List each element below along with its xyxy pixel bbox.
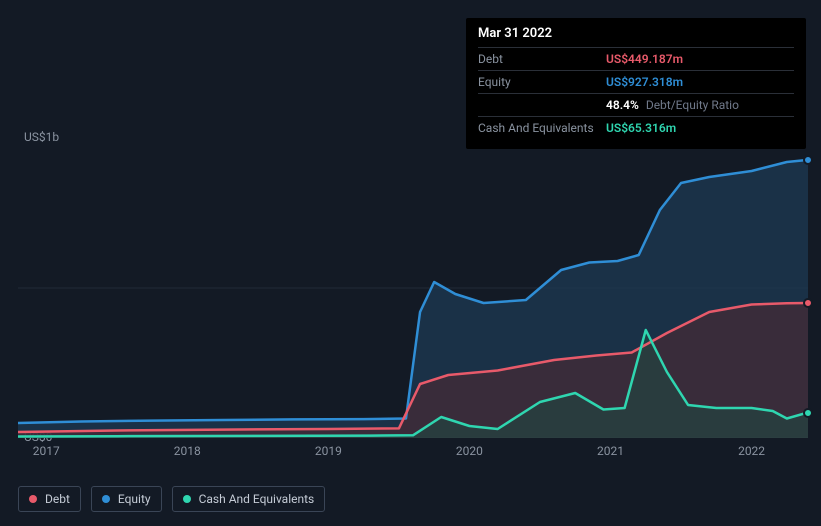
series-end-marker <box>803 155 813 165</box>
legend-dot-icon <box>183 495 191 503</box>
x-axis-label: 2019 <box>315 444 342 458</box>
series-end-marker <box>803 298 813 308</box>
x-axis-label: 2022 <box>738 444 765 458</box>
legend-dot-icon <box>29 495 37 503</box>
tooltip-extra: Debt/Equity Ratio <box>643 98 739 112</box>
x-axis-label: 2021 <box>597 444 624 458</box>
tooltip-row: EquityUS$927.318m <box>478 70 794 93</box>
chart-area: US$0US$1b 201720182019202020212022 <box>18 120 808 460</box>
chart-svg <box>18 138 808 438</box>
x-axis-label: 2017 <box>33 444 60 458</box>
tooltip-value: US$927.318m <box>606 75 683 89</box>
plot-region[interactable] <box>18 138 808 438</box>
legend-item-debt[interactable]: Debt <box>18 486 81 512</box>
legend-label: Cash And Equivalents <box>199 492 315 506</box>
legend-item-cash-and-equivalents[interactable]: Cash And Equivalents <box>172 486 326 512</box>
tooltip-label: Debt <box>478 52 606 66</box>
legend-label: Equity <box>118 492 151 506</box>
chart-tooltip: Mar 31 2022 DebtUS$449.187mEquityUS$927.… <box>466 18 806 149</box>
tooltip-label <box>478 98 606 112</box>
legend-dot-icon <box>102 495 110 503</box>
legend-label: Debt <box>45 492 70 506</box>
tooltip-value: 48.4% Debt/Equity Ratio <box>606 98 739 112</box>
tooltip-value: US$449.187m <box>606 52 683 66</box>
x-axis-label: 2020 <box>456 444 483 458</box>
x-axis-label: 2018 <box>174 444 201 458</box>
legend-item-equity[interactable]: Equity <box>91 486 162 512</box>
tooltip-label: Equity <box>478 75 606 89</box>
series-end-marker <box>803 408 813 418</box>
tooltip-label: Cash And Equivalents <box>478 121 606 135</box>
tooltip-value: US$65.316m <box>606 121 676 135</box>
tooltip-row: Cash And EquivalentsUS$65.316m <box>478 116 794 139</box>
tooltip-row: 48.4% Debt/Equity Ratio <box>478 93 794 116</box>
chart-legend: Debt Equity Cash And Equivalents <box>18 486 325 512</box>
tooltip-date: Mar 31 2022 <box>478 26 794 41</box>
tooltip-row: DebtUS$449.187m <box>478 47 794 70</box>
